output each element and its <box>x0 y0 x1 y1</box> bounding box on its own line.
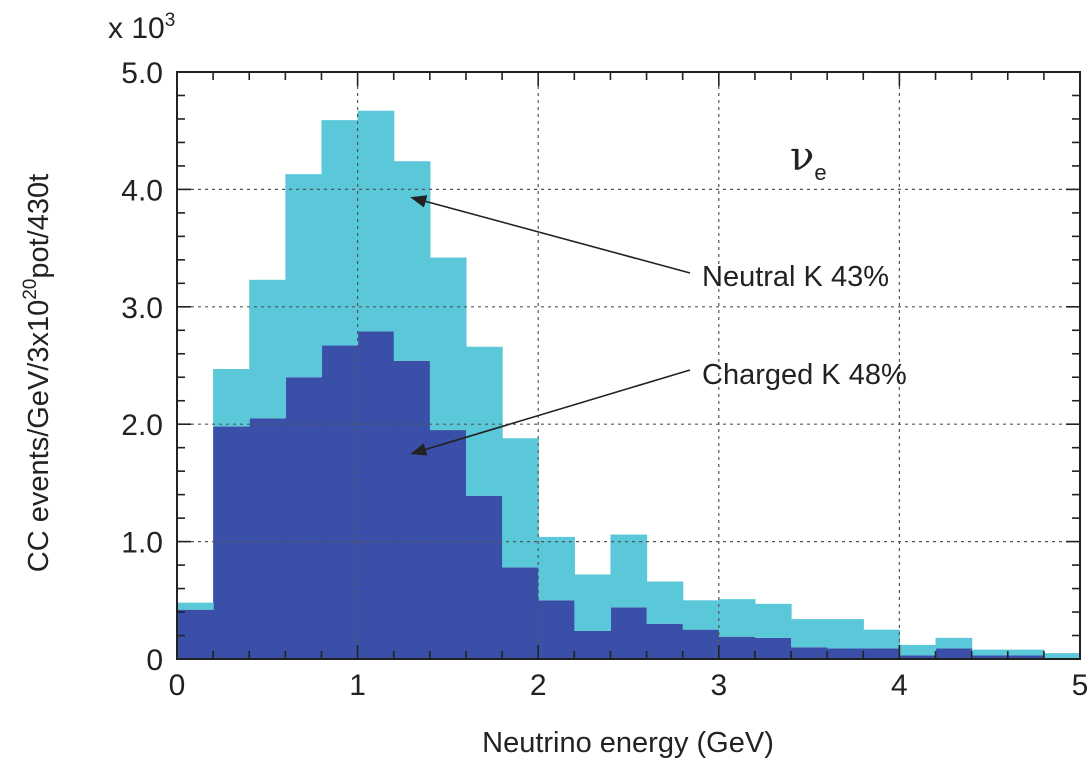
bar-series-0-bin-21 <box>935 648 973 659</box>
bar-series-0-bin-14 <box>682 629 720 659</box>
bar-series-0-bin-19 <box>863 648 900 659</box>
bar-series-0-bin-15 <box>718 636 756 659</box>
bar-series-1-bin-9 <box>502 438 539 568</box>
bar-series-1-bin-10 <box>538 536 575 601</box>
bar-series-1-bin-13 <box>646 581 684 624</box>
x-tick-labels: 0 1 2 3 4 5 <box>169 669 1089 702</box>
x-tick-label-5: 5 <box>1072 669 1089 702</box>
bar-series-0-bin-7 <box>429 430 467 659</box>
bar-series-0-bin-22 <box>971 655 1009 659</box>
bar-series-0-bin-18 <box>827 648 864 659</box>
annotation-arrow-charged <box>410 369 691 456</box>
bar-series-1-bin-3 <box>285 174 323 378</box>
bar-series-0-bin-8 <box>465 495 503 659</box>
bar-series-0-bin-2 <box>249 418 286 659</box>
bar-series-0-bin-12 <box>610 607 648 659</box>
bar-series-1-bin-19 <box>863 629 900 649</box>
bar-series-1-bin-18 <box>827 619 864 649</box>
bar-series-1-bin-2 <box>249 279 286 419</box>
bar-series-0-bin-16 <box>754 637 792 659</box>
neutrino-symbol: νe <box>790 134 827 185</box>
bar-series-1-bin-1 <box>213 369 250 427</box>
annotation-charged-k: Charged K 48% <box>702 359 907 391</box>
bar-series-0-bin-11 <box>574 630 612 659</box>
bar-series-0-bin-3 <box>285 377 323 659</box>
bar-series-1-bin-4 <box>321 120 359 346</box>
bar-series-1-bin-6 <box>393 161 431 361</box>
bar-series-1-bin-17 <box>791 619 828 648</box>
bar-series-1-bin-21 <box>935 637 973 649</box>
bar-series-0-bin-10 <box>538 600 575 659</box>
bar-series-1-bin-20 <box>899 644 937 656</box>
y-tick-label-2: 2.0 <box>121 409 163 442</box>
x-tick-label-0: 0 <box>169 669 186 702</box>
bar-series-1-bin-11 <box>574 574 612 631</box>
bar-series-0-bin-20 <box>899 655 937 659</box>
bar-series-0-bin-17 <box>791 647 828 659</box>
annotation-arrow-neutral <box>410 195 691 274</box>
annotation-neutral-k: Neutral K 43% <box>702 261 889 293</box>
y-tick-labels: 0 1.0 2.0 3.0 4.0 5.0 <box>121 57 163 677</box>
bar-series-1-bin-5 <box>357 110 395 332</box>
bar-series-0-bin-1 <box>213 426 250 659</box>
bar-series-1-bin-12 <box>610 534 648 608</box>
bar-series-1-bin-22 <box>971 649 1009 656</box>
bar-series-1-bin-16 <box>754 603 792 638</box>
y-tick-label-0: 0 <box>146 644 163 677</box>
bar-series-1-bin-14 <box>682 600 720 630</box>
bar-series-0-bin-9 <box>502 567 539 659</box>
y-tick-label-4: 4.0 <box>121 174 163 207</box>
y-tick-label-3: 3.0 <box>121 292 163 325</box>
x-axis-label: Neutrino energy (GeV) <box>482 727 774 759</box>
bar-series-0-bin-6 <box>393 360 431 659</box>
bar-series-1-bin-7 <box>429 257 467 431</box>
bar-series-0-bin-5 <box>357 331 395 659</box>
x-tick-label-4: 4 <box>891 669 908 702</box>
y-tick-label-1: 1.0 <box>121 527 163 560</box>
x-tick-label-3: 3 <box>710 669 727 702</box>
bar-series-1-bin-8 <box>465 346 503 496</box>
bar-series-1-bin-23 <box>1007 649 1045 656</box>
histogram-bars <box>177 110 1081 659</box>
y-tick-label-5: 5.0 <box>121 57 163 90</box>
bar-series-1-bin-0 <box>177 602 214 610</box>
axis-ticks <box>176 71 1081 660</box>
x-tick-label-2: 2 <box>530 669 547 702</box>
bar-series-1-bin-15 <box>718 599 756 637</box>
bar-series-0-bin-23 <box>1007 655 1045 659</box>
bar-series-0-bin-0 <box>177 609 214 659</box>
bar-series-0-bin-13 <box>646 623 684 659</box>
y-axis-label: CC events/GeV/3x1020pot/430t <box>20 174 55 572</box>
bar-series-1-bin-24 <box>1043 653 1081 659</box>
x-tick-label-1: 1 <box>349 669 366 702</box>
y-multiplier: x 103 <box>108 10 175 45</box>
plot-frame <box>176 71 1081 660</box>
bar-series-0-bin-4 <box>321 345 359 659</box>
